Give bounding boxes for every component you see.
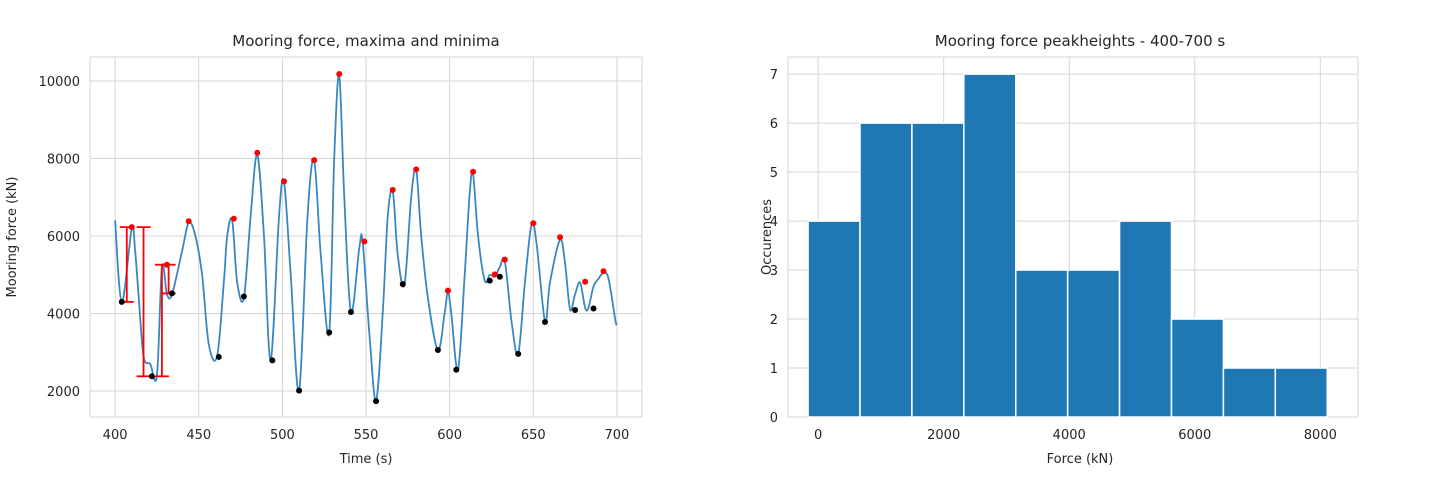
- maxima-point: [336, 71, 343, 78]
- maxima-point: [470, 168, 477, 175]
- minima-point: [269, 357, 276, 364]
- minima-point: [118, 298, 125, 305]
- right-y-tick-label: 6: [770, 117, 778, 132]
- histogram-bar: [1170, 318, 1225, 418]
- left-y-axis-label: Mooring force (kN): [5, 177, 20, 298]
- maxima-point: [163, 261, 170, 268]
- maxima-point: [491, 271, 498, 278]
- left-y-tick-label: 6000: [47, 230, 80, 245]
- right-x-tick-label: 8000: [1304, 428, 1337, 443]
- histogram-bar: [1066, 269, 1121, 418]
- right-x-ticks: 0 2000 4000 6000 8000: [814, 428, 1337, 443]
- left-x-tick-label: 500: [270, 428, 295, 443]
- maxima-point: [128, 224, 135, 231]
- right-x-axis-label: Force (kN): [1047, 452, 1114, 467]
- right-y-axis-label: Occurences: [760, 199, 775, 275]
- right-y-tick-label: 2: [770, 313, 778, 328]
- histogram-bar: [1014, 269, 1069, 418]
- right-y-tick-label: 4: [770, 215, 778, 230]
- maxima-point: [281, 178, 288, 185]
- maxima-point: [557, 234, 564, 241]
- maxima-point: [361, 238, 368, 245]
- left-x-ticks: 400 450 500 550 600 650 700: [103, 428, 630, 443]
- minima-point: [240, 293, 247, 300]
- histogram-bar: [1118, 220, 1173, 418]
- minima-point: [296, 387, 303, 394]
- maxima-point: [185, 218, 192, 225]
- right-y-tick-label: 0: [770, 411, 778, 426]
- maxima-point: [254, 149, 261, 156]
- minima-point: [434, 346, 441, 353]
- left-chart-title: Mooring force, maxima and minima: [232, 32, 499, 50]
- left-marks: [114, 71, 618, 405]
- histogram-bar: [859, 122, 913, 418]
- left-chart: 400 450 500 550 600 650 700 2000 4000 6000 8000 10…: [5, 32, 643, 467]
- minima-point: [486, 277, 493, 284]
- maxima-point: [501, 256, 508, 263]
- maxima-point: [389, 186, 396, 193]
- histogram-bar: [911, 122, 965, 418]
- minima-point: [215, 353, 222, 360]
- histogram-bar: [963, 73, 1017, 418]
- right-y-tick-label: 5: [770, 166, 778, 181]
- right-y-tick-label: 7: [770, 68, 778, 83]
- left-x-tick-label: 450: [186, 428, 211, 443]
- minima-point: [168, 290, 175, 297]
- force-series-line: [114, 73, 618, 402]
- left-x-tick-label: 400: [103, 428, 128, 443]
- minima-point: [347, 308, 354, 315]
- left-y-tick-label: 8000: [47, 153, 80, 168]
- maxima-point: [230, 215, 237, 222]
- right-chart-title: Mooring force peakheights - 400-700 s: [935, 32, 1226, 50]
- minima-point: [590, 305, 597, 312]
- maxima-point: [311, 157, 318, 164]
- left-x-tick-label: 700: [604, 428, 629, 443]
- right-y-tick-label: 3: [770, 264, 778, 279]
- maxima-point: [582, 278, 589, 285]
- right-bars: [807, 73, 1328, 418]
- right-chart: 0 2000 4000 6000 8000 0 1 2 3 4 5 6 7 Mooring force…: [760, 32, 1359, 467]
- right-x-tick-label: 2000: [927, 428, 960, 443]
- left-x-tick-label: 550: [354, 428, 379, 443]
- maxima-point: [444, 287, 451, 294]
- left-x-tick-label: 600: [437, 428, 462, 443]
- minima-point: [496, 273, 503, 280]
- left-y-tick-label: 10000: [39, 75, 80, 90]
- minima-point: [326, 329, 333, 336]
- left-x-axis-label: Time (s): [339, 452, 393, 467]
- peak-range-errorbar: [136, 226, 151, 378]
- right-y-ticks: 0 1 2 3 4 5 6 7: [770, 68, 778, 426]
- minima-point: [453, 366, 460, 373]
- left-grid: [90, 57, 642, 417]
- histogram-bar: [807, 220, 861, 418]
- right-x-tick-label: 4000: [1053, 428, 1086, 443]
- histogram-bar: [1222, 367, 1277, 418]
- right-x-tick-label: 6000: [1178, 428, 1211, 443]
- minima-point: [572, 307, 579, 314]
- maxima-point: [530, 220, 537, 227]
- minima-point: [541, 319, 548, 326]
- maxima-point: [413, 166, 420, 173]
- maxima-point: [600, 268, 607, 275]
- right-y-tick-label: 1: [770, 362, 778, 377]
- left-y-tick-label: 4000: [47, 308, 80, 323]
- minima-point: [399, 281, 406, 288]
- right-x-tick-label: 0: [814, 428, 822, 443]
- minima-point: [373, 398, 380, 405]
- minima-point: [515, 350, 522, 357]
- left-y-ticks: 2000 4000 6000 8000 10000: [39, 75, 80, 400]
- histogram-bar: [1274, 367, 1328, 418]
- left-y-tick-label: 2000: [47, 385, 80, 400]
- left-x-tick-label: 650: [521, 428, 546, 443]
- minima-point: [148, 373, 155, 380]
